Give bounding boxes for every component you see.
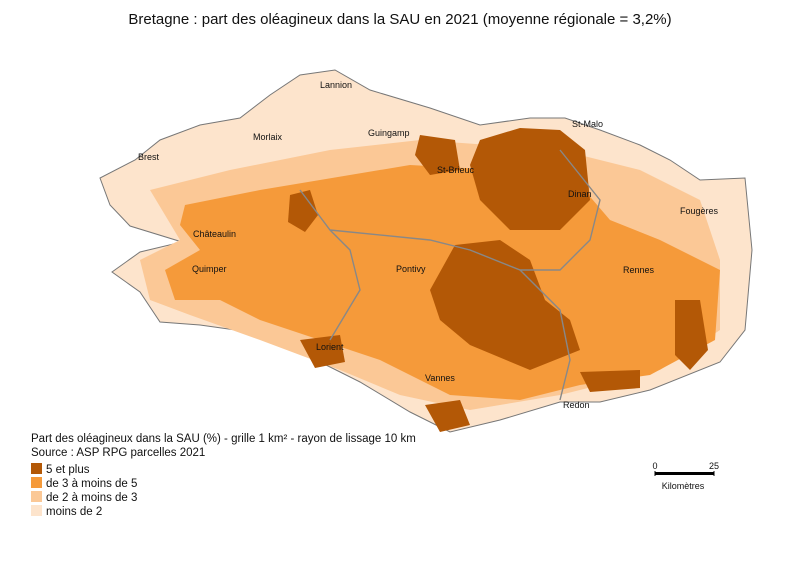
city-label: Lorient: [316, 342, 344, 352]
legend-swatch: [31, 505, 42, 516]
city-label: St-Brieuc: [437, 165, 475, 175]
legend-label: de 3 à moins de 5: [46, 478, 137, 490]
city-label: Quimper: [192, 264, 227, 274]
region-high: [425, 400, 470, 432]
scale-tick-label: 25: [709, 461, 719, 471]
legend-label: 5 et plus: [46, 464, 90, 476]
city-label: Morlaix: [253, 132, 283, 142]
city-label: Brest: [138, 152, 160, 162]
scale-bar: Kilomètres 0 25: [652, 461, 719, 491]
city-label: St-Malo: [572, 119, 603, 129]
city-label: Dinan: [568, 189, 592, 199]
map: [99, 69, 753, 433]
scale-bar-line: [655, 472, 714, 475]
region-high: [288, 190, 318, 232]
legend-label: moins de 2: [46, 506, 102, 518]
legend-swatch: [31, 477, 42, 488]
city-label: Rennes: [623, 265, 655, 275]
city-label: Fougères: [680, 206, 719, 216]
region-high: [580, 370, 640, 392]
map-title: Bretagne : part des oléagineux dans la S…: [128, 11, 671, 28]
city-label: Vannes: [425, 373, 455, 383]
legend-swatch: [31, 491, 42, 502]
region-high: [415, 135, 460, 175]
region-high: [675, 300, 708, 370]
region-high: [300, 335, 345, 368]
legend-swatch: [31, 463, 42, 474]
legend-label: de 2 à moins de 3: [46, 492, 137, 504]
legend: 5 et plus de 3 à moins de 5 de 2 à moins d…: [31, 463, 137, 518]
region-high: [470, 128, 590, 230]
city-labels: Lannion Morlaix Guingamp St-Malo Brest S…: [138, 80, 719, 410]
scale-tick-label: 0: [652, 461, 657, 471]
department-border: [299, 149, 601, 401]
city-label: Lannion: [320, 80, 352, 90]
city-label: Pontivy: [396, 264, 426, 274]
region-high: [430, 240, 580, 370]
legend-source: Source : ASP RPG parcelles 2021: [31, 447, 205, 459]
legend-title: Part des oléagineux dans la SAU (%) - gr…: [31, 433, 416, 445]
scale-unit: Kilomètres: [662, 481, 705, 491]
city-label: Châteaulin: [193, 229, 236, 239]
city-label: Redon: [563, 400, 590, 410]
city-label: Guingamp: [368, 128, 410, 138]
